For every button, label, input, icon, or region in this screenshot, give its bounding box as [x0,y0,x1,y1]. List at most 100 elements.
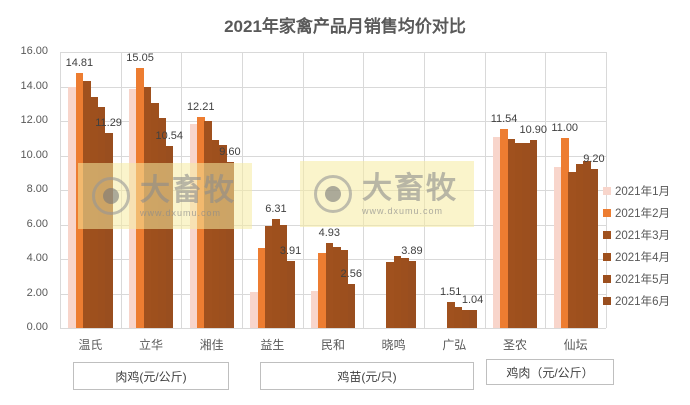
bar [318,252,327,328]
chart-title: 2021年家禽产品月销售均价对比 [224,17,466,36]
bar [257,247,266,328]
legend-item: 2021年4月 [603,246,670,268]
legend-swatch-icon [603,231,611,239]
bar [468,310,477,328]
watermark-brand: 大畜牧 [140,174,236,207]
data-label: 9.60 [219,146,241,159]
bar [347,283,356,328]
bar [386,262,395,328]
data-label: 2.56 [340,267,362,280]
bar [553,166,562,328]
bar [286,260,295,328]
data-label: 4.93 [318,226,341,239]
x-category-label: 仙坛 [563,338,588,352]
legend-swatch-icon [603,275,611,283]
gridline [60,155,606,157]
gridline [545,52,547,328]
bar [68,86,77,328]
data-label: 15.05 [126,52,154,65]
bar [529,139,538,328]
gridline [60,52,606,53]
gridline [484,52,486,328]
watermark-logo-icon [92,177,130,215]
data-label: 9.20 [583,153,605,166]
legend-swatch-icon [603,253,611,261]
data-label: 3.91 [279,244,302,257]
bar [561,138,569,328]
gridline [60,328,606,329]
y-tick-label: 2.00 [26,286,48,299]
y-tick-label: 16.00 [20,45,48,57]
y-tick-label: 12.00 [20,114,48,126]
y-tick-label: 6.00 [26,217,48,230]
bar [590,169,598,328]
legend-swatch-icon [603,209,611,217]
x-category-label: 圣农 [502,338,527,352]
x-category-label: 湘佳 [199,338,224,352]
category-group-label: 鸡肉（元/公斤） [486,359,614,385]
bar [279,225,288,328]
legend-label: 2021年6月 [615,296,670,308]
data-label: 12.21 [186,101,215,114]
bar [515,143,523,328]
category-group-label: 鸡苗(元/只) [260,362,474,390]
bar [218,145,227,328]
bar [568,171,577,328]
legend-item: 2021年3月 [603,224,670,246]
data-label: 10.90 [519,123,548,136]
bar [393,255,402,328]
y-tick-label: 10.00 [20,148,48,161]
gridline [60,86,606,88]
bar [461,310,470,328]
legend-label: 2021年2月 [615,208,670,220]
bar [447,301,455,328]
watermark-url: www.dxumu.com [362,206,444,216]
legend-item: 2021年2月 [603,202,670,224]
legend-label: 2021年1月 [615,186,670,198]
x-category-label: 益生 [260,338,285,352]
data-label: 1.51 [439,285,462,298]
bar [165,146,174,328]
bar [250,291,259,328]
category-group-label: 肉鸡(元/公斤) [73,362,229,390]
bar [454,307,463,328]
x-category-label: 广弘 [442,338,467,352]
data-label: 11.54 [490,112,518,125]
legend-label: 2021年3月 [615,230,670,242]
x-category-label: 温氏 [78,338,103,352]
legend-swatch-icon [603,297,611,305]
bar [340,250,348,328]
bar [493,136,501,328]
bar [500,128,509,328]
bar [582,160,591,328]
bar [575,164,584,328]
bar [333,246,341,328]
bar [325,242,334,328]
legend-label: 2021年4月 [615,252,670,264]
bar [400,258,409,328]
y-tick-label: 8.00 [26,183,48,195]
bar [408,260,416,328]
x-category-label: 民和 [320,338,345,352]
legend-swatch-icon [603,187,611,195]
y-tick-label: 0.00 [26,321,48,333]
y-tick-label: 4.00 [26,252,48,264]
legend-item: 2021年1月 [603,180,670,202]
legend-label: 2021年5月 [615,274,670,286]
bar [104,133,113,328]
watermark: 大畜牧 www.dxumu.com [300,161,474,227]
bar [507,139,516,328]
data-label: 11.00 [551,122,579,135]
data-label: 11.29 [95,117,122,130]
data-label: 10.54 [155,130,184,143]
bar [265,226,273,328]
bar [211,139,220,328]
watermark-brand: 大畜牧 [362,172,458,205]
bar [226,162,234,328]
legend: 2021年1月 2021年2月 2021年3月 2021年4月 2021年5月 2021年… [603,180,670,312]
bar [272,219,281,328]
y-tick-label: 14.00 [20,79,48,92]
gridline [60,121,606,122]
watermark: 大畜牧 www.dxumu.com [78,163,252,229]
bar [522,143,530,328]
